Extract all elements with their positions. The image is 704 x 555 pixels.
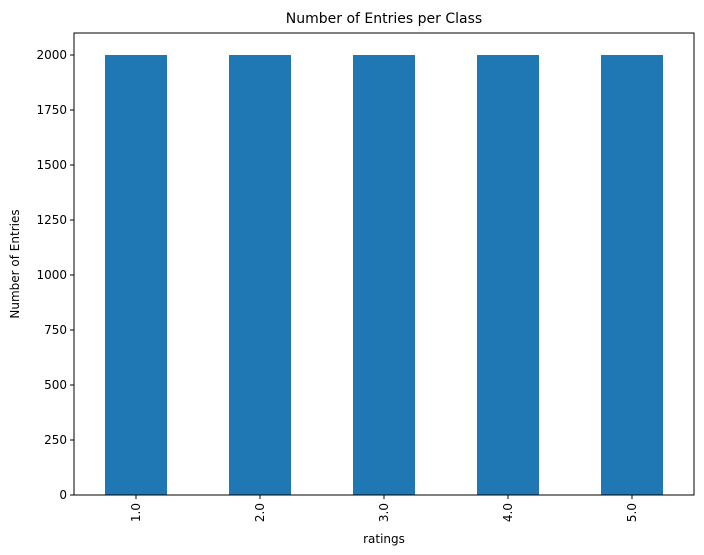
y-axis-label: Number of Entries [8,209,22,318]
x-axis: 1.0 2.0 3.0 4.0 5.0 [129,495,639,522]
bar-3.0 [353,55,415,495]
y-tick-label-500: 500 [44,378,67,392]
bar-4.0 [477,55,539,495]
bar-5.0 [601,55,663,495]
y-tick-label-250: 250 [44,433,67,447]
y-tick-label-1500: 1500 [36,158,67,172]
y-tick-label-1250: 1250 [36,213,67,227]
x-tick-label-5.0: 5.0 [625,503,639,522]
bar-1.0 [105,55,167,495]
bars-group [105,55,663,495]
y-tick-label-1750: 1750 [36,103,67,117]
y-tick-label-2000: 2000 [36,48,67,62]
x-axis-label: ratings [363,532,405,546]
x-tick-label-2.0: 2.0 [253,503,267,522]
x-tick-label-3.0: 3.0 [377,503,391,522]
y-axis: 0 250 500 750 1000 1250 1500 1750 2000 [36,48,74,502]
bar-2.0 [229,55,291,495]
x-tick-label-4.0: 4.0 [501,503,515,522]
x-tick-label-1.0: 1.0 [129,503,143,522]
chart-title: Number of Entries per Class [286,11,482,27]
plot-frame [73,32,695,496]
y-tick-label-750: 750 [44,323,67,337]
y-tick-label-1000: 1000 [36,268,67,282]
y-tick-label-0: 0 [59,488,67,502]
